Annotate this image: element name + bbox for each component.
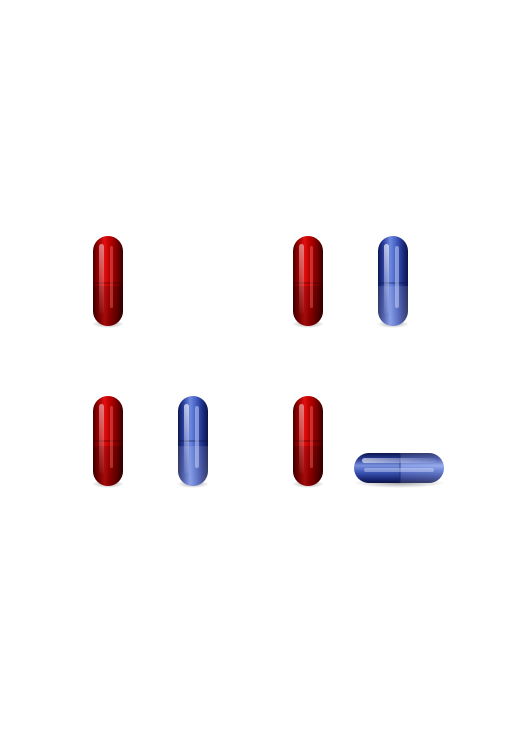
blue-pill	[377, 236, 409, 328]
red-pill	[92, 236, 124, 328]
blue-pill-horizontal	[353, 453, 445, 488]
red-pill	[92, 396, 124, 488]
red-pill	[292, 396, 324, 488]
blue-pill	[177, 396, 209, 488]
red-pill	[292, 236, 324, 328]
